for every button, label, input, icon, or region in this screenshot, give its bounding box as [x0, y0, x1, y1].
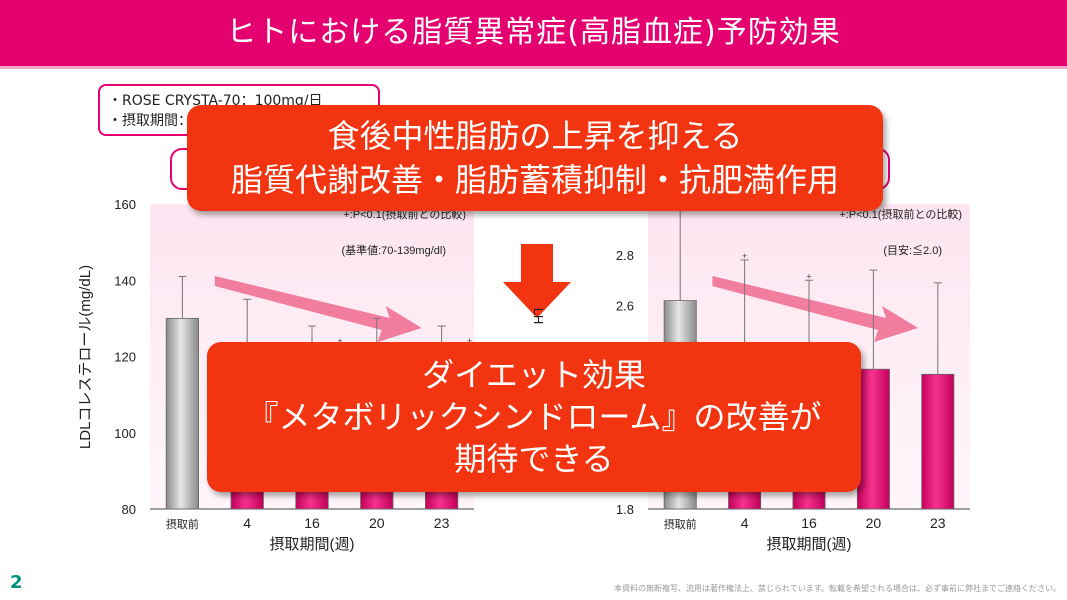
x-axis-label: 摂取期間(週) [270, 536, 355, 553]
y-tick-label: 140 [114, 273, 136, 288]
y-tick-label: 120 [114, 350, 136, 365]
copyright-notice: 本資料の無断複写、流用は著作権法上、禁じられています。転載を希望される場合は、必… [614, 584, 1061, 593]
x-axis-label: 摂取期間(週) [767, 536, 852, 553]
right-chart-ylabel: LH [531, 308, 546, 325]
y-tick-label: 1.8 [616, 502, 634, 517]
reference-note: (基準値:70-139mg/dl) [341, 243, 446, 257]
y-tick-label: 80 [122, 502, 136, 517]
x-tick-label: 23 [930, 515, 946, 531]
y-tick-label: 2.6 [616, 299, 634, 314]
y-tick-label: 160 [114, 197, 136, 212]
x-tick-label: 23 [434, 515, 450, 531]
condition-period: ・摂取期間： [108, 113, 192, 129]
callout-top-line2: 脂質代謝改善・脂肪蓄積抑制・抗肥満作用 [230, 161, 839, 199]
bar [921, 373, 955, 510]
x-tick-label: 4 [243, 515, 251, 531]
significance-mark: + [806, 271, 811, 281]
x-tick-label: 4 [741, 515, 749, 531]
x-tick-label: 16 [304, 515, 320, 531]
y-tick-label: 100 [114, 426, 136, 441]
header-bar: ヒトにおける脂質異常症(高脂血症)予防効果 [0, 0, 1067, 66]
page-title: ヒトにおける脂質異常症(高脂血症)予防効果 [226, 15, 841, 50]
y-tick-label: 2.8 [616, 248, 634, 263]
callout-top-line1: 食後中性脂肪の上昇を抑える [327, 117, 743, 155]
callout-top: 食後中性脂肪の上昇を抑える 脂質代謝改善・脂肪蓄積抑制・抗肥満作用 [187, 105, 883, 211]
x-tick-label: 20 [369, 515, 385, 531]
callout-bottom-line1: ダイエット効果 [422, 356, 646, 394]
x-tick-label: 20 [866, 515, 882, 531]
callout-bottom-line2: 『メタボリックシンドローム』の改善が [246, 398, 822, 436]
trend-arrow [712, 276, 919, 342]
page-number: 2 [10, 572, 23, 593]
y-axis-label: LDLコレステロール(mg/dL) [77, 265, 94, 449]
bar [856, 368, 890, 510]
trend-arrow [214, 276, 422, 342]
callout-bottom: ダイエット効果 『メタボリックシンドローム』の改善が 期待できる [207, 342, 861, 492]
x-tick-label: 摂取前 [664, 517, 697, 531]
significance-mark: + [337, 336, 342, 346]
significance-mark: + [742, 251, 747, 261]
x-tick-label: 摂取前 [166, 517, 199, 531]
significance-mark: + [467, 336, 472, 346]
reference-note: (目安:≦2.0) [883, 243, 942, 257]
bar [165, 317, 199, 510]
x-tick-label: 16 [801, 515, 817, 531]
down-arrow [503, 244, 571, 318]
callout-bottom-line3: 期待できる [454, 440, 614, 478]
header-divider [0, 66, 1067, 69]
